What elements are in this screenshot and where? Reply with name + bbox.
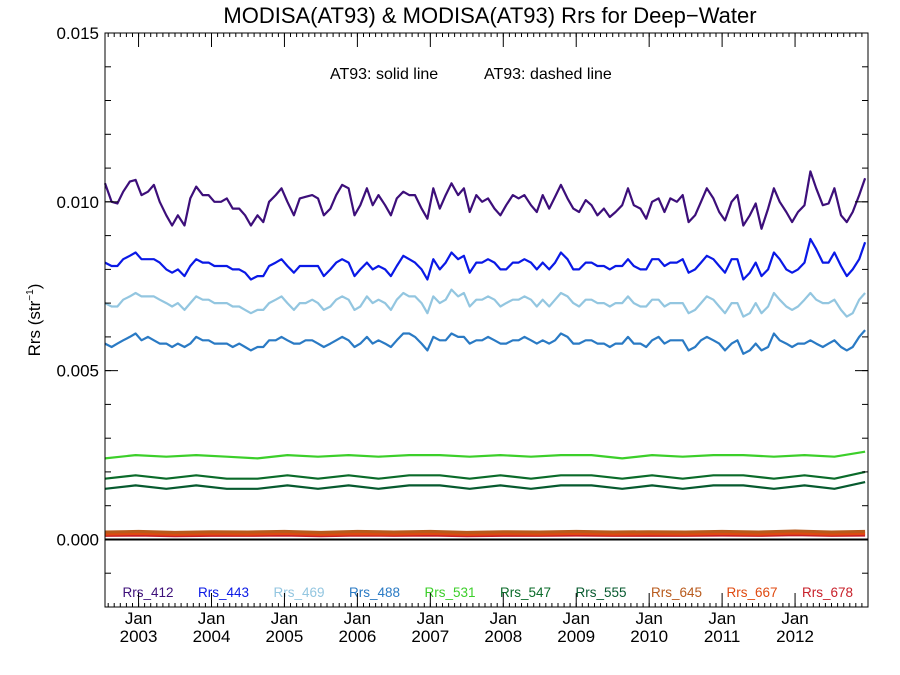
x-tick-month-label: Jan <box>344 609 371 628</box>
x-tick-month-label: Jan <box>271 609 298 628</box>
x-tick-year-label: 2009 <box>557 627 595 646</box>
series-line-rrs-667 <box>104 531 866 536</box>
series-line-rrs-555 <box>104 481 866 490</box>
y-axis-label-close: ) <box>25 284 44 290</box>
legend-item-rrs-443: Rrs_443 <box>198 585 249 600</box>
solid-line-annotation: AT93: solid line <box>330 66 438 83</box>
legend-item-rrs-469: Rrs_469 <box>273 585 324 600</box>
x-tick-month-label: Jan <box>417 609 444 628</box>
series-line-rrs-531 <box>104 450 866 460</box>
y-axis-label-superscript: −1 <box>25 289 36 301</box>
series-line-rrs-443 <box>104 237 867 281</box>
x-tick-month-label: Jan <box>490 609 517 628</box>
x-tick-year-label: 2010 <box>630 627 668 646</box>
x-tick-year-label: 2003 <box>120 627 158 646</box>
y-axis-label: Rrs (str−1) <box>25 284 44 357</box>
legend-item-rrs-547: Rrs_547 <box>500 585 551 600</box>
legend-item-rrs-412: Rrs_412 <box>122 585 173 600</box>
plot-area <box>103 170 868 541</box>
x-tick-year-label: 2011 <box>704 627 741 646</box>
legend: Rrs_412 Rrs_443 Rrs_469 Rrs_488 Rrs_531 Rrs_5… <box>122 585 853 600</box>
x-tick-month-label: Jan <box>198 609 225 628</box>
series-line-rrs-469 <box>104 288 866 318</box>
x-tick-month-label: Jan <box>708 609 735 628</box>
legend-item-rrs-488: Rrs_488 <box>349 585 400 600</box>
series-line-rrs-488 <box>104 329 866 355</box>
x-tick-month-label: Jan <box>125 609 152 628</box>
x-tick-year-label: 2008 <box>484 627 522 646</box>
legend-item-rrs-555: Rrs_555 <box>575 585 626 600</box>
series-line-rrs-645 <box>104 529 866 534</box>
y-tick-label: 0.000 <box>56 530 99 549</box>
x-tick-month-label: Jan <box>635 609 662 628</box>
series-line-rrs-547 <box>104 470 866 480</box>
legend-item-rrs-667: Rrs_667 <box>726 585 777 600</box>
series-line-rrs-412 <box>103 170 867 230</box>
legend-item-rrs-645: Rrs_645 <box>651 585 702 600</box>
axes: 0.0000.0050.0100.015Jan2003Jan2004Jan200… <box>56 24 869 646</box>
legend-item-rrs-531: Rrs_531 <box>424 585 475 600</box>
plot-frame <box>104 32 869 608</box>
x-tick-year-label: 2004 <box>193 627 231 646</box>
x-tick-year-label: 2007 <box>411 627 449 646</box>
legend-item-rrs-678: Rrs_678 <box>802 585 853 600</box>
x-tick-month-label: Jan <box>563 609 590 628</box>
chart-title: MODISA(AT93) & MODISA(AT93) Rrs for Deep… <box>223 3 756 28</box>
y-axis-label-main: Rrs (str <box>25 300 44 356</box>
x-tick-year-label: 2006 <box>338 627 376 646</box>
x-tick-month-label: Jan <box>781 609 808 628</box>
y-tick-label: 0.010 <box>56 193 99 212</box>
dashed-line-annotation: AT93: dashed line <box>484 66 612 83</box>
x-tick-year-label: 2005 <box>266 627 304 646</box>
y-tick-label: 0.005 <box>56 362 99 381</box>
x-tick-year-label: 2012 <box>776 627 814 646</box>
y-tick-label: 0.015 <box>56 24 99 43</box>
